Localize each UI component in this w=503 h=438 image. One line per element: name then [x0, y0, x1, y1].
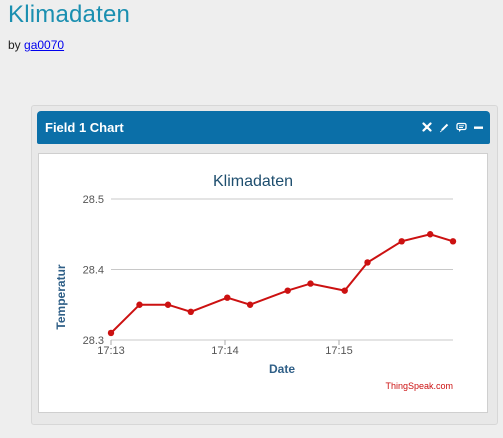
- x-tick-label: 17:15: [325, 345, 353, 357]
- data-point[interactable]: [224, 294, 231, 301]
- data-point[interactable]: [398, 238, 405, 245]
- line-chart: Klimadaten 28.328.428.5 17:13 17:14 17:15 …: [54, 173, 457, 391]
- x-tick-label: 17:13: [97, 345, 125, 357]
- y-axis-label: Temperatur: [54, 264, 68, 329]
- minimize-icon[interactable]: [472, 120, 484, 134]
- data-point[interactable]: [164, 301, 172, 308]
- widget-title: Field 1 Chart: [45, 120, 124, 135]
- y-tick-label: 28.4: [83, 265, 104, 277]
- series-line: [110, 233, 454, 334]
- data-point[interactable]: [136, 301, 143, 308]
- data-point[interactable]: [187, 308, 194, 315]
- page-title: Klimadaten: [8, 1, 131, 28]
- data-series: [107, 231, 457, 337]
- data-point[interactable]: [107, 329, 115, 337]
- x-tick-label: 17:14: [211, 345, 239, 357]
- data-point[interactable]: [284, 287, 291, 294]
- gridlines: [111, 198, 453, 341]
- author-link[interactable]: ga0070: [24, 38, 65, 52]
- data-point[interactable]: [427, 231, 434, 238]
- data-point[interactable]: [449, 238, 457, 245]
- chart-area: Klimadaten 28.3 28.4 28.5 17:13 17:14 17:15 …: [38, 153, 488, 413]
- data-point[interactable]: [307, 280, 314, 287]
- widget-header: Field 1 Chart: [37, 111, 490, 144]
- edit-icon[interactable]: [438, 120, 450, 134]
- data-point[interactable]: [341, 287, 348, 294]
- x-axis-ticks: 17:13 17:14 17:15: [97, 340, 353, 357]
- chart-widget: Field 1 Chart Klimadaten 28.3 28.4 28.5 17…: [31, 105, 498, 425]
- y-tick-label: 28.3: [83, 335, 104, 347]
- close-icon[interactable]: [421, 120, 433, 134]
- widget-controls: [421, 120, 484, 134]
- y-axis-ticks: 28.3 28.4 28.5: [83, 194, 104, 347]
- byline: by ga0070: [8, 38, 64, 52]
- byline-prefix: by: [8, 38, 21, 52]
- y-tick-label: 28.5: [83, 194, 104, 206]
- comment-icon[interactable]: [455, 120, 467, 134]
- data-point[interactable]: [246, 301, 254, 308]
- data-point[interactable]: [364, 259, 371, 266]
- x-axis-label: Date: [269, 362, 295, 376]
- chart-title: Klimadaten: [213, 173, 293, 190]
- thingspeak-credit-link[interactable]: ThingSpeak.com: [385, 381, 453, 391]
